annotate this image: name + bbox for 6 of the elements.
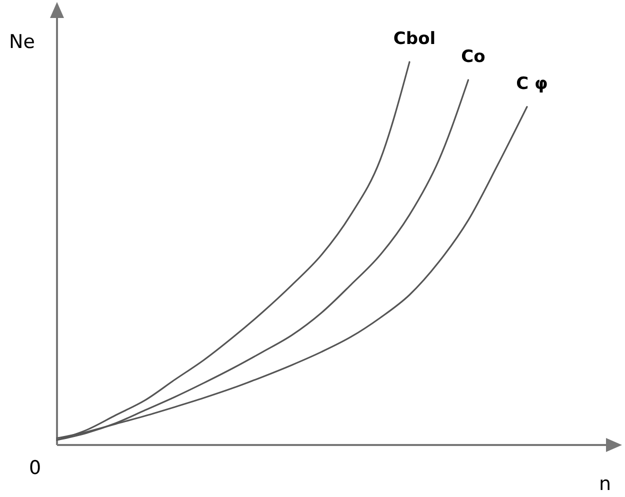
- x-axis-title: n: [598, 473, 612, 495]
- series-label: C φ: [516, 74, 548, 94]
- text: 0: [28, 457, 42, 479]
- y-axis-title: Ne: [9, 31, 35, 53]
- series-label: Cbol: [393, 29, 436, 49]
- series-label: Co: [461, 47, 486, 67]
